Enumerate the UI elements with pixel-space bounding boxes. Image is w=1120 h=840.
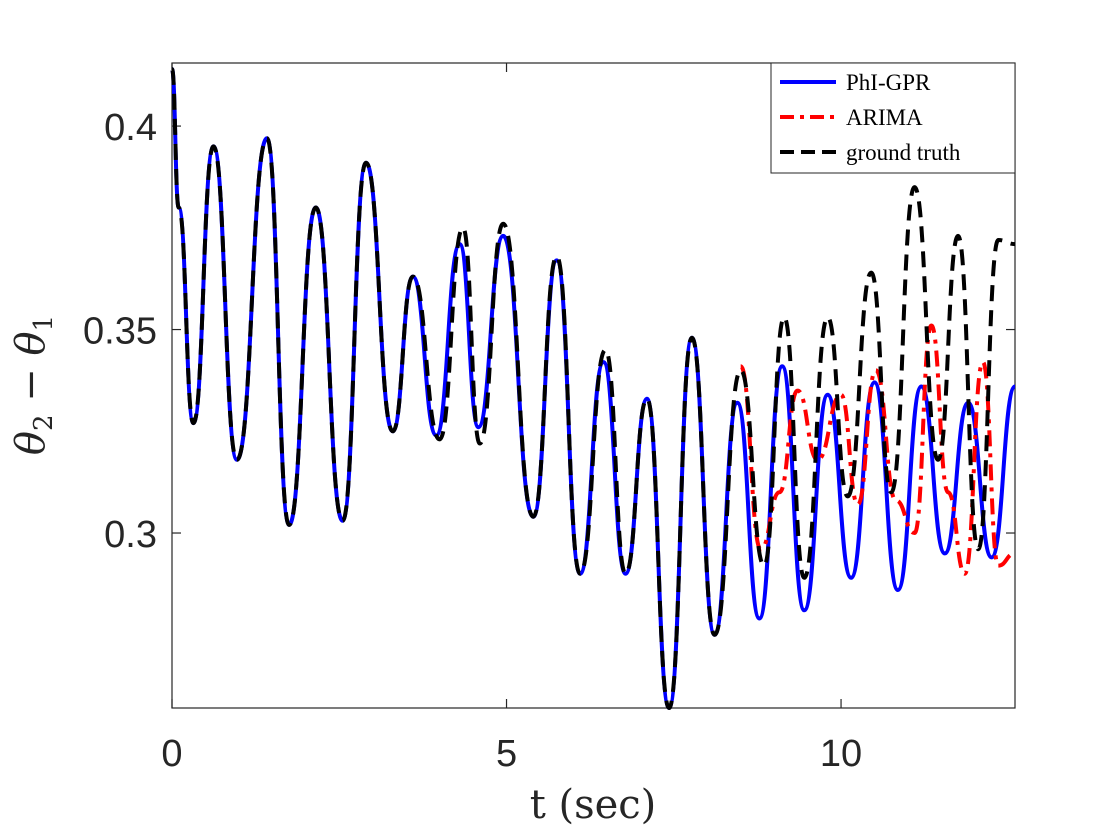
x-axis-label: t (sec) xyxy=(530,782,657,828)
y-label-theta-a: θ xyxy=(8,431,54,455)
series-line-arima xyxy=(738,323,1016,576)
svg-text:θ2 − θ1: θ2 − θ1 xyxy=(8,315,59,455)
y-label-sub-a: 2 xyxy=(29,414,59,431)
y-label-theta-b: θ xyxy=(8,331,54,355)
y-tick-label: 0.4 xyxy=(104,107,157,149)
y-label-minus: − xyxy=(8,356,54,415)
x-tick-label: 5 xyxy=(496,733,517,775)
y-axis-label: θ2 − θ1 xyxy=(8,315,59,455)
y-tick-label: 0.35 xyxy=(83,311,157,353)
series-line-ground-truth xyxy=(170,67,1016,710)
tick-labels: 0 5 10 0.3 0.35 0.4 xyxy=(83,107,862,775)
y-label-sub-b: 1 xyxy=(29,315,59,332)
legend: PhI-GPR ARIMA ground truth xyxy=(770,62,1016,174)
legend-label-arima: ARIMA xyxy=(846,105,923,130)
x-tick-label: 10 xyxy=(820,733,862,775)
y-tick-label: 0.3 xyxy=(104,514,157,556)
x-tick-label: 0 xyxy=(161,733,182,775)
series-lines xyxy=(170,67,1017,710)
legend-label-phi-gpr: PhI-GPR xyxy=(846,70,931,95)
legend-label-ground-truth: ground truth xyxy=(846,140,961,165)
